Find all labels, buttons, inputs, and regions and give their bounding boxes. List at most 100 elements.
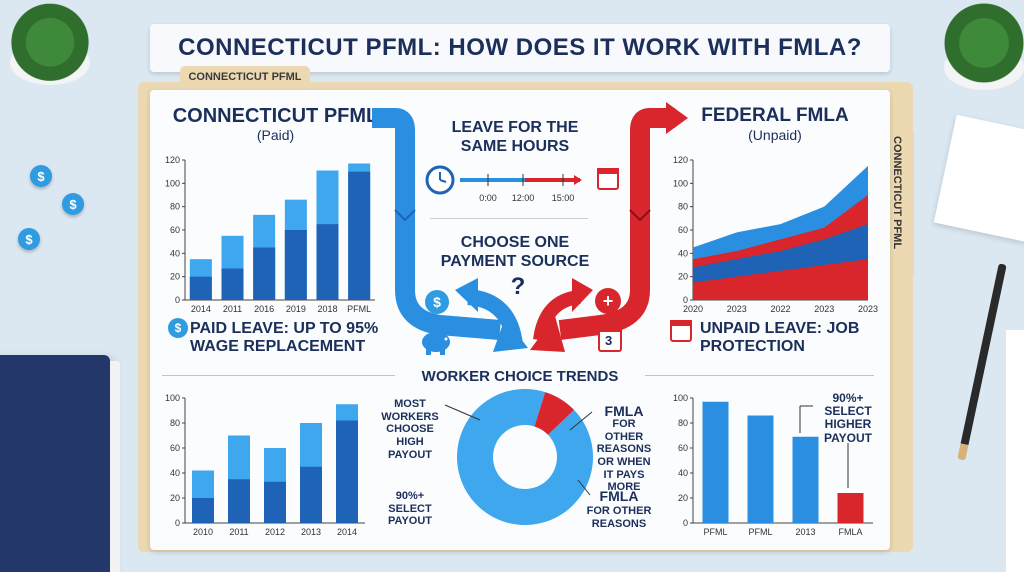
bar xyxy=(264,481,286,523)
donut-slice xyxy=(534,392,574,435)
folder-side-tab-label: CONNECTICUT PFML xyxy=(891,136,903,250)
calendar-day: 3 xyxy=(605,333,613,348)
piggy-bank-icon xyxy=(422,332,450,355)
y-tick-label: 60 xyxy=(678,225,688,235)
fmla-caption: UNPAID LEAVE: JOB PROTECTION xyxy=(700,320,860,356)
y-tick-label: 40 xyxy=(678,248,688,258)
calendar-3-icon: 3 xyxy=(598,326,622,352)
donut-label-fmla-bottom-title: FMLA xyxy=(599,488,639,504)
y-tick-label: 20 xyxy=(678,493,688,503)
x-tick-label: 2016 xyxy=(254,304,274,314)
bar xyxy=(189,276,212,300)
x-tick-label: 2013 xyxy=(301,527,321,537)
plant-right xyxy=(924,0,1024,88)
bar xyxy=(702,401,729,523)
calendar-icon xyxy=(597,168,619,190)
y-tick-label: 0 xyxy=(683,518,688,528)
x-tick-label: 2011 xyxy=(229,527,248,537)
y-tick-label: 20 xyxy=(170,272,180,282)
bar xyxy=(336,420,358,523)
coin-icon: $ xyxy=(30,165,52,187)
dollar-icon: $ xyxy=(168,318,188,338)
coin-icon: $ xyxy=(62,193,84,215)
bar xyxy=(837,493,864,523)
calendar-icon xyxy=(670,320,692,342)
y-tick-label: 0 xyxy=(175,518,180,528)
y-tick-label: 40 xyxy=(678,468,688,478)
leader-line xyxy=(444,404,481,421)
fmla-heading: FEDERAL FMLA xyxy=(701,105,849,126)
bar xyxy=(792,436,819,523)
y-tick-label: 40 xyxy=(170,468,180,478)
leader-line xyxy=(577,479,591,496)
trends-bar-chart: 0 20 40 60 80 100 2010 2011 2012 2013 2014 xyxy=(165,393,365,537)
fmla-area-chart: 0 20 40 60 80 100 120 2020 2023 2022 2023 2023 xyxy=(673,155,878,314)
y-tick-label: 100 xyxy=(673,393,688,403)
x-tick-label: 2022 xyxy=(770,304,790,314)
x-tick-label: 2023 xyxy=(814,304,834,314)
bar xyxy=(221,268,244,300)
y-tick-label: 60 xyxy=(170,443,180,453)
donut-label-select: 90%+ SELECT PAYOUT xyxy=(387,490,432,528)
y-tick-label: 120 xyxy=(165,155,180,165)
fmla-subheading: (Unpaid) xyxy=(748,127,802,143)
timeline-tick: 0:00 xyxy=(479,193,497,203)
y-tick-label: 80 xyxy=(170,418,180,428)
pfml-heading: CONNECTICUT PFML xyxy=(172,105,379,127)
choice-donut-chart xyxy=(444,389,593,525)
area-series xyxy=(693,259,868,300)
bar xyxy=(747,415,774,523)
y-tick-label: 100 xyxy=(165,178,180,188)
folder-side-tab: CONNECTICUT PFML xyxy=(888,128,914,278)
x-tick-label: 2011 xyxy=(223,304,242,314)
dollar-coin-icon: $ xyxy=(425,290,449,314)
x-tick-label: PFML xyxy=(703,527,727,537)
spiral-notebook xyxy=(1006,330,1024,572)
pfml-caption: PAID LEAVE: UP TO 95% WAGE REPLACEMENT xyxy=(190,320,379,356)
pfml-subheading: (Paid) xyxy=(256,127,295,143)
y-tick-label: 60 xyxy=(678,443,688,453)
y-tick-label: 20 xyxy=(678,272,688,282)
question-mark: ? xyxy=(510,273,526,300)
y-tick-label: 40 xyxy=(170,248,180,258)
choose-source-text: CHOOSE ONE PAYMENT SOURCE xyxy=(440,234,590,271)
x-tick-label: PFML xyxy=(347,304,371,314)
choice-bar-chart: 0 20 40 60 80 100 PFML PFML 2013 FMLA xyxy=(673,393,873,537)
donut-label-fmla-bottom: FOR OTHER REASONS xyxy=(586,505,652,530)
page-title: CONNECTICUT PFML: HOW DOES IT WORK WITH … xyxy=(178,34,862,61)
x-tick-label: 2010 xyxy=(193,527,213,537)
x-tick-label: 2020 xyxy=(683,304,703,314)
x-tick-label: 2013 xyxy=(795,527,815,537)
x-tick-label: 2014 xyxy=(337,527,357,537)
x-tick-label: 2023 xyxy=(727,304,747,314)
y-tick-label: 100 xyxy=(165,393,180,403)
bar xyxy=(316,224,339,300)
center-divider xyxy=(430,218,588,219)
x-tick-label: 2012 xyxy=(265,527,285,537)
y-tick-label: 60 xyxy=(170,225,180,235)
timeline-tick: 12:00 xyxy=(512,193,535,203)
y-tick-label: 80 xyxy=(170,202,180,212)
timeline-tick: 15:00 xyxy=(552,193,575,203)
medical-icon: + xyxy=(595,288,621,314)
donut-label-most: MOST WORKERS CHOOSE HIGH PAYOUT xyxy=(381,398,439,461)
plant-left xyxy=(0,0,110,85)
bar xyxy=(228,479,250,523)
donut-label-fmla-top-title: FMLA xyxy=(604,403,644,419)
folder-tab: CONNECTICUT PFML xyxy=(180,66,310,88)
y-tick-label: 100 xyxy=(673,178,688,188)
y-tick-label: 120 xyxy=(673,155,688,165)
title-banner: CONNECTICUT PFML: HOW DOES IT WORK WITH … xyxy=(150,24,890,72)
bar xyxy=(348,171,371,300)
y-tick-label: 80 xyxy=(678,418,688,428)
notebook xyxy=(0,355,120,572)
timeline: 0:00 12:00 15:00 xyxy=(425,165,582,203)
x-tick-label: PFML xyxy=(748,527,772,537)
y-tick-label: 0 xyxy=(683,295,688,305)
donut-label-fmla-top: FOR OTHER REASONS OR WHEN IT PAYS MORE xyxy=(596,418,652,494)
x-tick-label: 2014 xyxy=(191,304,211,314)
bar xyxy=(300,466,322,523)
x-tick-label: 2023 xyxy=(858,304,878,314)
same-hours-text: LEAVE FOR THE SAME HOURS xyxy=(451,119,579,156)
